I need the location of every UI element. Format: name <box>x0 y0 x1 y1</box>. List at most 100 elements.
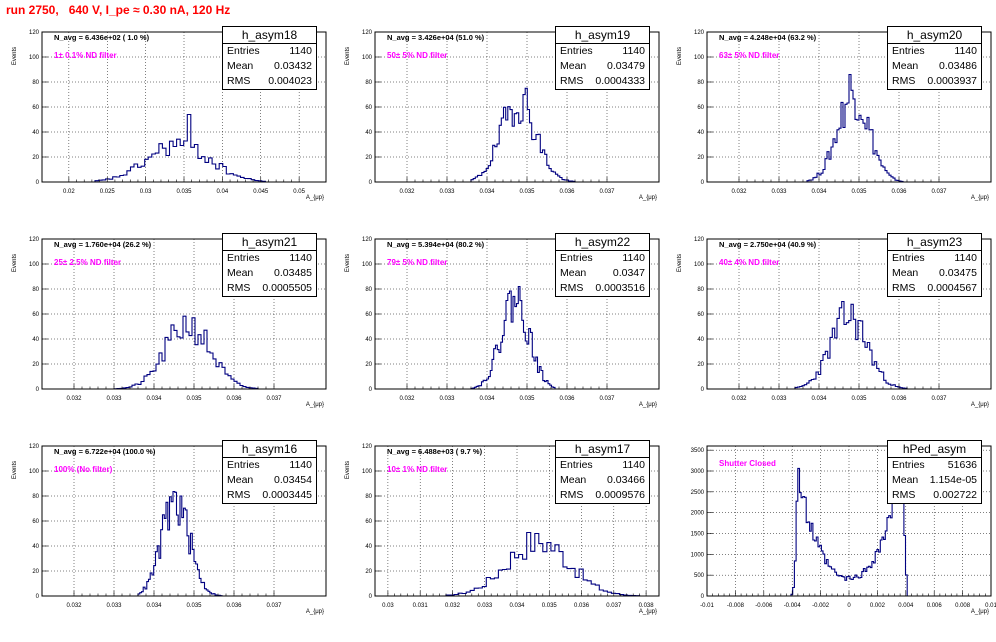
x-tick-label: 0.004 <box>898 603 914 609</box>
x-tick-label: 0.032 <box>445 603 461 609</box>
stats-value: 0.0004333 <box>595 75 645 87</box>
y-tick-label: 100 <box>362 469 373 475</box>
stats-title: h_asym19 <box>556 27 649 44</box>
stats-label: Mean <box>892 267 919 279</box>
stats-value: 1140 <box>622 459 645 471</box>
x-tick-label: 0.03 <box>140 189 152 195</box>
y-tick-label: 20 <box>32 155 39 161</box>
stats-value: 0.0005505 <box>262 282 312 294</box>
x-tick-label: 0.037 <box>266 396 282 402</box>
y-tick-label: 2000 <box>691 511 705 517</box>
y-axis-label: Events <box>12 461 18 479</box>
stats-title: h_asym16 <box>223 441 316 458</box>
x-tick-label: 0.045 <box>253 189 269 195</box>
histogram-hPed_asym: -0.01 -0.008 -0.006 -0.004 -0.002 0 0.002 0.004… <box>669 436 996 642</box>
x-tick-label: 0.037 <box>606 603 622 609</box>
stats-row-entries: Entries 1140 <box>223 44 316 59</box>
histogram-h_asym21: 0.032 0.033 0.034 0.035 0.036 0.037 0 20 40 60 80 1… <box>4 229 334 435</box>
navg-label: N_avg = 6.436e+02 ( 1.0 %) <box>54 33 150 42</box>
stats-row-mean: Mean 0.03454 <box>223 473 316 488</box>
x-axis-label: A_{μp} <box>639 402 657 408</box>
x-tick-label: 0.034 <box>479 189 495 195</box>
x-tick-label: 0.008 <box>955 603 971 609</box>
y-tick-label: 0 <box>701 387 705 393</box>
stats-row-rms: RMS 0.0009576 <box>556 488 649 503</box>
stats-row-mean: Mean 0.03466 <box>556 473 649 488</box>
filter-label: 25± 2.5% ND filter <box>54 258 121 267</box>
histogram-h_asym22: 0.032 0.033 0.034 0.035 0.036 0.037 0 20 40 60 80 1… <box>337 229 667 435</box>
y-tick-label: 40 <box>32 544 39 550</box>
y-tick-label: 40 <box>697 130 704 136</box>
x-axis-label: A_{μp} <box>639 609 657 615</box>
stats-value: 0.0003937 <box>927 75 977 87</box>
x-tick-label: 0.01 <box>985 603 996 609</box>
y-tick-label: 120 <box>362 237 373 243</box>
x-tick-label: 0.025 <box>100 189 116 195</box>
y-tick-label: 60 <box>32 312 39 318</box>
x-tick-label: 0.033 <box>439 396 455 402</box>
filter-label: 100% (No filter) <box>54 465 113 474</box>
y-tick-label: 40 <box>697 337 704 343</box>
stats-title: h_asym23 <box>888 234 981 251</box>
y-tick-label: 0 <box>701 180 705 186</box>
x-tick-label: 0.036 <box>891 396 907 402</box>
x-tick-label: 0.037 <box>599 396 615 402</box>
stats-label: Entries <box>892 45 925 57</box>
histogram-line <box>445 531 641 597</box>
x-tick-label: 0.032 <box>399 396 415 402</box>
y-tick-label: 80 <box>32 287 39 293</box>
y-tick-label: 3500 <box>691 448 705 454</box>
y-tick-label: 1500 <box>691 532 705 538</box>
stats-box: h_asym16 Entries 1140 Mean 0.03454 RMS 0.00034… <box>222 440 317 504</box>
y-tick-label: 80 <box>365 80 372 86</box>
y-tick-label: 60 <box>365 105 372 111</box>
stats-label: Mean <box>227 474 254 486</box>
plot-h_asym18: 0.02 0.025 0.03 0.035 0.04 0.045 0.05 0 20 40 60 80… <box>12 30 327 201</box>
histogram-line <box>794 300 908 389</box>
histogram-h_asym23: 0.032 0.033 0.034 0.035 0.036 0.037 0 20 40 60 80 1… <box>669 229 996 435</box>
navg-label: N_avg = 6.722e+04 (100.0 %) <box>54 447 156 456</box>
stats-label: Mean <box>560 474 587 486</box>
x-tick-label: 0.033 <box>106 603 122 609</box>
stats-row-rms: RMS 0.0004567 <box>888 281 981 296</box>
histogram-line <box>789 465 908 597</box>
navg-label: N_avg = 1.760e+04 (26.2 %) <box>54 240 152 249</box>
stats-value: 0.03454 <box>274 474 312 486</box>
histogram-h_asym16: 0.032 0.033 0.034 0.035 0.036 0.037 0 20 40 60 80 1… <box>4 436 334 642</box>
y-tick-label: 1000 <box>691 552 705 558</box>
stats-box: h_asym21 Entries 1140 Mean 0.03485 RMS 0.00055… <box>222 233 317 297</box>
stats-value: 1140 <box>289 459 312 471</box>
x-axis-label: A_{μp} <box>639 195 657 201</box>
stats-row-entries: Entries 1140 <box>223 458 316 473</box>
x-tick-label: 0.02 <box>63 189 75 195</box>
stats-label: RMS <box>227 75 251 87</box>
stats-label: Mean <box>227 267 254 279</box>
histogram-line <box>806 73 904 182</box>
y-tick-label: 20 <box>365 155 372 161</box>
navg-label: N_avg = 6.488e+03 ( 9.7 %) <box>387 447 483 456</box>
y-axis-label: Events <box>345 254 351 272</box>
y-tick-label: 120 <box>362 30 373 36</box>
x-axis-label: A_{μp} <box>971 195 989 201</box>
histogram-h_asym19: 0.032 0.033 0.034 0.035 0.036 0.037 0 20 40 60 80 1… <box>337 22 667 228</box>
navg-label: N_avg = 4.248e+04 (63.2 %) <box>719 33 817 42</box>
y-tick-label: 20 <box>32 569 39 575</box>
x-tick-label: 0.032 <box>731 189 747 195</box>
stats-value: 1140 <box>289 252 312 264</box>
x-tick-label: 0.035 <box>519 189 535 195</box>
x-tick-label: -0.01 <box>700 603 714 609</box>
stats-label: RMS <box>892 75 916 87</box>
navg-label: N_avg = 5.394e+04 (80.2 %) <box>387 240 485 249</box>
filter-label: 79± 5% ND filter <box>387 258 447 267</box>
filter-label: 10± 1% ND filter <box>387 465 447 474</box>
y-tick-label: 100 <box>29 262 40 268</box>
x-tick-label: 0.032 <box>731 396 747 402</box>
x-tick-label: 0.035 <box>186 603 202 609</box>
stats-value: 1140 <box>954 45 977 57</box>
y-axis-label: Events <box>677 254 683 272</box>
x-tick-label: 0.03 <box>382 603 394 609</box>
histogram-line <box>470 87 576 182</box>
y-tick-label: 40 <box>32 130 39 136</box>
stats-label: Mean <box>227 60 254 72</box>
y-tick-label: 100 <box>362 262 373 268</box>
